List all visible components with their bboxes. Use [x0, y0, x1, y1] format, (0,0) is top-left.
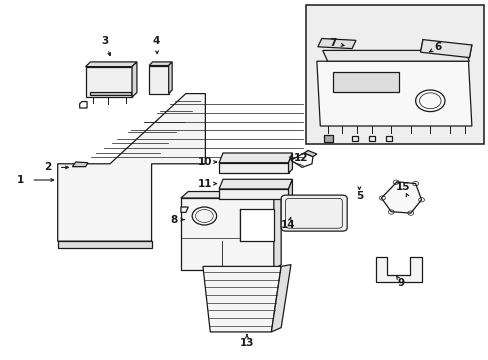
- Bar: [305, 5, 483, 144]
- Polygon shape: [381, 182, 421, 213]
- Polygon shape: [316, 61, 471, 126]
- Polygon shape: [85, 62, 137, 67]
- Polygon shape: [317, 39, 355, 49]
- Polygon shape: [239, 209, 273, 241]
- Polygon shape: [181, 207, 188, 212]
- Text: 10: 10: [198, 157, 212, 167]
- Text: 11: 11: [198, 179, 212, 189]
- Polygon shape: [219, 189, 288, 199]
- Polygon shape: [149, 66, 168, 94]
- Bar: [323, 135, 332, 142]
- Text: 8: 8: [170, 215, 177, 225]
- Text: 12: 12: [293, 153, 307, 163]
- Text: 1: 1: [17, 175, 24, 185]
- Polygon shape: [181, 192, 281, 198]
- Polygon shape: [58, 164, 81, 241]
- Polygon shape: [288, 153, 292, 173]
- Polygon shape: [168, 62, 172, 94]
- Polygon shape: [181, 198, 273, 270]
- Polygon shape: [271, 265, 290, 332]
- Text: 6: 6: [433, 42, 440, 52]
- Text: 14: 14: [281, 220, 295, 230]
- Polygon shape: [149, 62, 172, 66]
- Polygon shape: [72, 162, 88, 167]
- Polygon shape: [420, 40, 471, 58]
- Polygon shape: [288, 179, 292, 199]
- Polygon shape: [58, 241, 151, 248]
- Bar: [351, 136, 357, 141]
- Polygon shape: [132, 62, 137, 97]
- Text: 5: 5: [355, 191, 362, 201]
- Text: 15: 15: [395, 182, 410, 192]
- Polygon shape: [219, 153, 292, 163]
- Bar: [368, 136, 374, 141]
- Bar: [332, 72, 398, 92]
- Text: 4: 4: [152, 36, 160, 46]
- Polygon shape: [273, 192, 281, 270]
- Polygon shape: [58, 94, 205, 241]
- Text: 9: 9: [397, 278, 404, 288]
- Polygon shape: [322, 50, 468, 61]
- Polygon shape: [219, 163, 288, 173]
- Polygon shape: [304, 150, 316, 157]
- Polygon shape: [375, 257, 421, 282]
- Bar: [386, 136, 391, 141]
- Polygon shape: [85, 67, 132, 97]
- Polygon shape: [219, 179, 292, 189]
- Text: 2: 2: [44, 162, 51, 172]
- FancyBboxPatch shape: [281, 195, 346, 231]
- Text: 13: 13: [239, 338, 254, 348]
- Text: 3: 3: [102, 36, 108, 46]
- Text: 7: 7: [328, 38, 336, 48]
- Polygon shape: [90, 92, 131, 95]
- Polygon shape: [203, 266, 281, 332]
